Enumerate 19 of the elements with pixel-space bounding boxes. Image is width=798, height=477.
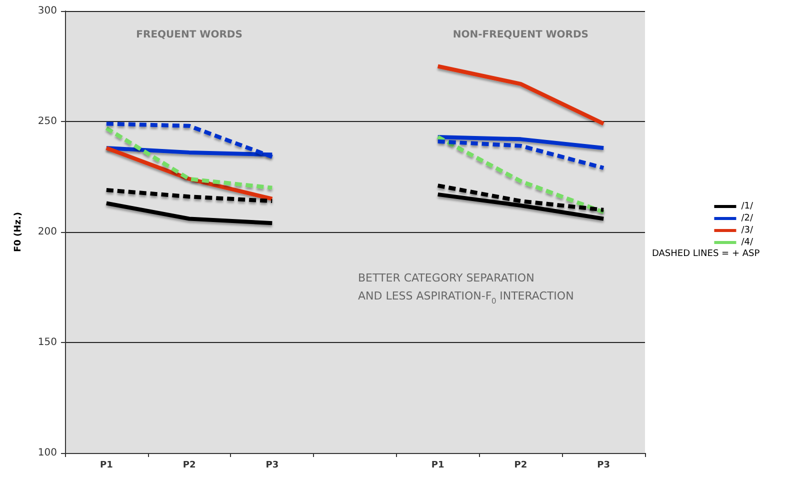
x-tick-label: P3: [266, 460, 279, 470]
y-tick-label: 150: [38, 337, 57, 348]
annotation: NON-FREQUENT WORDS: [452, 30, 589, 40]
y-tick-label: 300: [38, 6, 57, 16]
y-axis-title: F0 (Hz.): [14, 212, 24, 252]
legend-label: /3/: [741, 226, 754, 236]
legend-label: /2/: [741, 214, 754, 224]
y-tick-label: 250: [38, 116, 57, 127]
x-tick-label: P2: [514, 460, 528, 470]
legend-label: /4/: [741, 238, 754, 248]
legend-label: /1/: [741, 202, 754, 212]
x-tick-label: P1: [431, 460, 444, 470]
text: DASHED LINES = + ASP: [652, 249, 760, 259]
annotation: FREQUENT WORDS: [136, 30, 242, 40]
x-tick-label: P2: [182, 460, 196, 470]
y-tick-label: 100: [38, 448, 57, 458]
x-tick-label: P1: [100, 460, 113, 470]
y-tick-label: 200: [38, 226, 57, 238]
x-tick-label: P3: [597, 460, 610, 470]
